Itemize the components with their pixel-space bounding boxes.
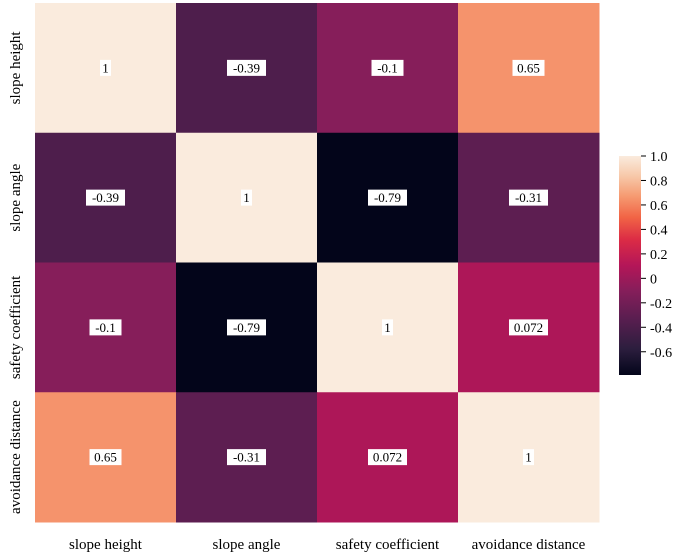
row-label: slope angle xyxy=(8,163,24,231)
cell-label-background xyxy=(371,59,404,76)
column-label: slope height xyxy=(69,537,143,553)
cell-value-label: -0.79 xyxy=(374,190,401,205)
cell-value-label: -0.39 xyxy=(233,60,260,75)
cell-label-background xyxy=(509,189,548,206)
cell-label-background xyxy=(227,59,266,76)
column-label: avoidance distance xyxy=(472,537,586,553)
cell-label-background xyxy=(86,189,125,206)
cell-label-background xyxy=(89,319,122,336)
cell-value-label: -0.39 xyxy=(92,190,119,205)
colorbar-tick-label: 0.4 xyxy=(650,223,668,238)
colorbar-tick-label: 0.2 xyxy=(650,248,668,263)
colorbar-tick-label: -0.4 xyxy=(650,321,672,336)
column-label: slope angle xyxy=(213,537,281,553)
cell-value-label: -0.31 xyxy=(233,450,260,465)
cell-value-label: 1 xyxy=(525,450,532,465)
cell-label-background xyxy=(512,59,545,76)
cell-value-label: 0.072 xyxy=(373,450,402,465)
colorbar-tick-label: 0.6 xyxy=(650,199,668,214)
colorbar xyxy=(619,156,641,375)
cell-label-background xyxy=(368,189,407,206)
column-label: safety coefficient xyxy=(336,537,440,553)
colorbar-tick-label: 0.8 xyxy=(650,174,668,189)
colorbar-tick-label: 1.0 xyxy=(650,150,668,165)
cell-value-label: -0.31 xyxy=(515,190,542,205)
cell-label-background xyxy=(509,319,548,336)
cell-label-background xyxy=(523,449,534,466)
cell-value-label: 1 xyxy=(102,60,109,75)
cell-label-background xyxy=(227,319,266,336)
cell-label-background xyxy=(89,449,122,466)
colorbar-tick-label: 0 xyxy=(650,272,657,287)
cell-value-label: 0.65 xyxy=(94,450,117,465)
cell-value-label: 1 xyxy=(243,190,250,205)
cell-value-label: -0.79 xyxy=(233,320,260,335)
colorbar-tick-label: -0.2 xyxy=(650,297,672,312)
cell-label-background xyxy=(100,59,111,76)
row-label: safety coefficient xyxy=(8,275,24,379)
cell-value-label: -0.1 xyxy=(95,320,116,335)
cell-value-label: 0.65 xyxy=(517,60,540,75)
cell-value-label: 0.072 xyxy=(514,320,543,335)
cell-label-background xyxy=(382,319,393,336)
cell-label-background xyxy=(241,189,252,206)
cell-value-label: -0.1 xyxy=(377,60,398,75)
colorbar-ticks: 1.0 0.8 0.6 0.4 0.2 0 -0.2 -0.4 -0.6 xyxy=(641,150,672,361)
heatmap-value-labels: 1 -0.39 -0.1 0.65 -0.39 1 -0.79 -0.31 -0.1 -0.79 1… xyxy=(86,59,548,466)
cell-value-label: 1 xyxy=(384,320,391,335)
heatmap-cells xyxy=(35,3,600,523)
column-labels: slope height slope angle safety coefficien… xyxy=(69,537,586,553)
cell-label-background xyxy=(368,449,407,466)
row-label: avoidance distance xyxy=(8,400,24,514)
row-labels: slope height slope angle safety coefficien… xyxy=(8,31,24,514)
row-label: slope height xyxy=(8,31,24,105)
cell-label-background xyxy=(227,449,266,466)
colorbar-gradient xyxy=(619,156,641,375)
colorbar-tick-label: -0.6 xyxy=(650,346,672,361)
